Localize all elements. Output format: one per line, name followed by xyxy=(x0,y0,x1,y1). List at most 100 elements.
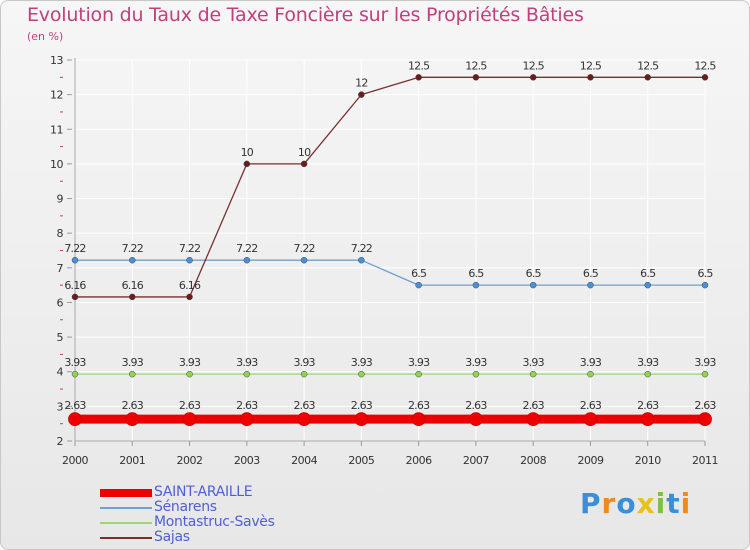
data-label: 6.5 xyxy=(640,267,656,280)
data-point xyxy=(182,412,197,427)
data-label: 3.93 xyxy=(122,356,144,369)
data-point xyxy=(701,370,709,378)
data-label: 2.63 xyxy=(122,399,144,412)
data-point xyxy=(243,370,251,378)
legend-swatch xyxy=(100,537,152,539)
chart-title: Evolution du Taux de Taxe Foncière sur l… xyxy=(27,4,584,26)
data-point xyxy=(71,256,79,264)
data-label: 3.93 xyxy=(179,356,201,369)
data-point xyxy=(526,412,541,427)
data-label: 2.63 xyxy=(465,399,487,412)
x-tick-label: 2008 xyxy=(520,454,546,467)
y-tick-label: 2 xyxy=(57,435,64,448)
series-layer xyxy=(68,74,712,427)
data-label: 10 xyxy=(241,146,254,159)
data-label: 2.63 xyxy=(64,399,86,412)
data-point xyxy=(358,256,365,264)
series-s-narens xyxy=(71,256,709,289)
data-label: 2.63 xyxy=(408,399,430,412)
data-point xyxy=(71,293,79,301)
data-point xyxy=(358,91,365,98)
legend-swatch xyxy=(100,489,152,497)
data-point xyxy=(415,281,422,289)
data-point xyxy=(243,256,251,264)
data-point xyxy=(297,412,311,427)
data-label: 2.63 xyxy=(236,399,258,412)
data-label: 2.63 xyxy=(637,399,659,412)
data-point xyxy=(300,160,308,168)
data-label: 3.93 xyxy=(580,356,602,369)
data-label: 6.16 xyxy=(179,279,201,292)
grid-layer xyxy=(74,59,706,442)
y-tick-label: 7 xyxy=(57,262,64,275)
data-label: 6.16 xyxy=(64,279,86,292)
proxiti-logo: Proxiti xyxy=(580,487,691,520)
series-sajas xyxy=(71,74,709,301)
data-label: 7.22 xyxy=(179,242,200,255)
series-montastruc-sav-s xyxy=(71,370,709,378)
logo-letter: o xyxy=(616,487,637,520)
y-tick-label: 12 xyxy=(50,89,63,102)
x-tick-label: 2009 xyxy=(577,454,603,467)
data-label: 2.63 xyxy=(293,399,315,412)
legend-swatch xyxy=(100,522,152,524)
data-point xyxy=(472,74,480,81)
x-tick-label: 2004 xyxy=(291,454,317,467)
data-label: 12.5 xyxy=(694,59,716,72)
data-point xyxy=(186,370,193,378)
data-label: 2.63 xyxy=(523,399,545,412)
data-label: 3.93 xyxy=(637,356,659,369)
legend-label: Montastruc-Savès xyxy=(154,514,275,530)
data-point xyxy=(640,412,655,427)
x-tick-label: 2007 xyxy=(463,454,489,467)
data-label: 6.5 xyxy=(468,267,484,280)
data-label: 12.5 xyxy=(465,59,487,72)
y-tick-label: 11 xyxy=(50,123,63,136)
y-tick-label: 4 xyxy=(57,366,64,379)
legend-label: SAINT-ARAILLE xyxy=(154,484,253,500)
legend-label: Sajas xyxy=(154,529,190,545)
series-line xyxy=(75,76,705,298)
data-point xyxy=(129,256,136,264)
logo-letter: r xyxy=(601,487,617,520)
x-tick-label: 2003 xyxy=(234,454,260,467)
data-point xyxy=(587,74,594,81)
data-label: 12 xyxy=(355,77,367,90)
y-tick-label: 8 xyxy=(57,227,64,240)
data-point xyxy=(129,370,136,378)
data-label: 2.63 xyxy=(351,399,373,412)
y-tick-label: 13 xyxy=(50,54,63,67)
y-tick-label: 6 xyxy=(57,296,64,309)
data-label: 6.5 xyxy=(526,267,542,280)
data-label: 6.16 xyxy=(122,279,144,292)
logo-letter: x xyxy=(636,487,656,520)
data-label: 6.5 xyxy=(697,267,713,280)
data-point xyxy=(644,74,651,81)
axis-layer: 2 3 4 5 6 7 8 9 10 11 12 13 2000 2001 2002 2003 2004 2005… xyxy=(50,54,719,467)
data-point xyxy=(71,370,79,378)
x-tick-label: 2006 xyxy=(406,454,432,467)
data-point xyxy=(529,370,537,378)
data-label: 7.22 xyxy=(351,242,372,255)
data-point xyxy=(354,412,369,427)
data-label: 7.22 xyxy=(236,242,257,255)
data-point xyxy=(415,370,422,378)
data-point xyxy=(129,293,136,301)
data-label: 3.93 xyxy=(408,356,430,369)
legend-swatch xyxy=(100,507,152,509)
x-tick-label: 2000 xyxy=(62,454,88,467)
data-point xyxy=(415,74,422,81)
data-point xyxy=(358,370,365,378)
data-label: 3.93 xyxy=(694,356,716,369)
data-label: 7.22 xyxy=(122,242,143,255)
data-point xyxy=(701,281,709,289)
logo-letter: t xyxy=(666,487,681,520)
data-label: 12.5 xyxy=(637,59,659,72)
data-point xyxy=(469,412,483,427)
data-point xyxy=(472,281,480,289)
data-point xyxy=(587,370,594,378)
logo-letter: i xyxy=(655,487,667,520)
data-point xyxy=(186,256,193,264)
y-tick-label: 5 xyxy=(57,331,64,344)
logo-letter: P xyxy=(580,487,602,520)
